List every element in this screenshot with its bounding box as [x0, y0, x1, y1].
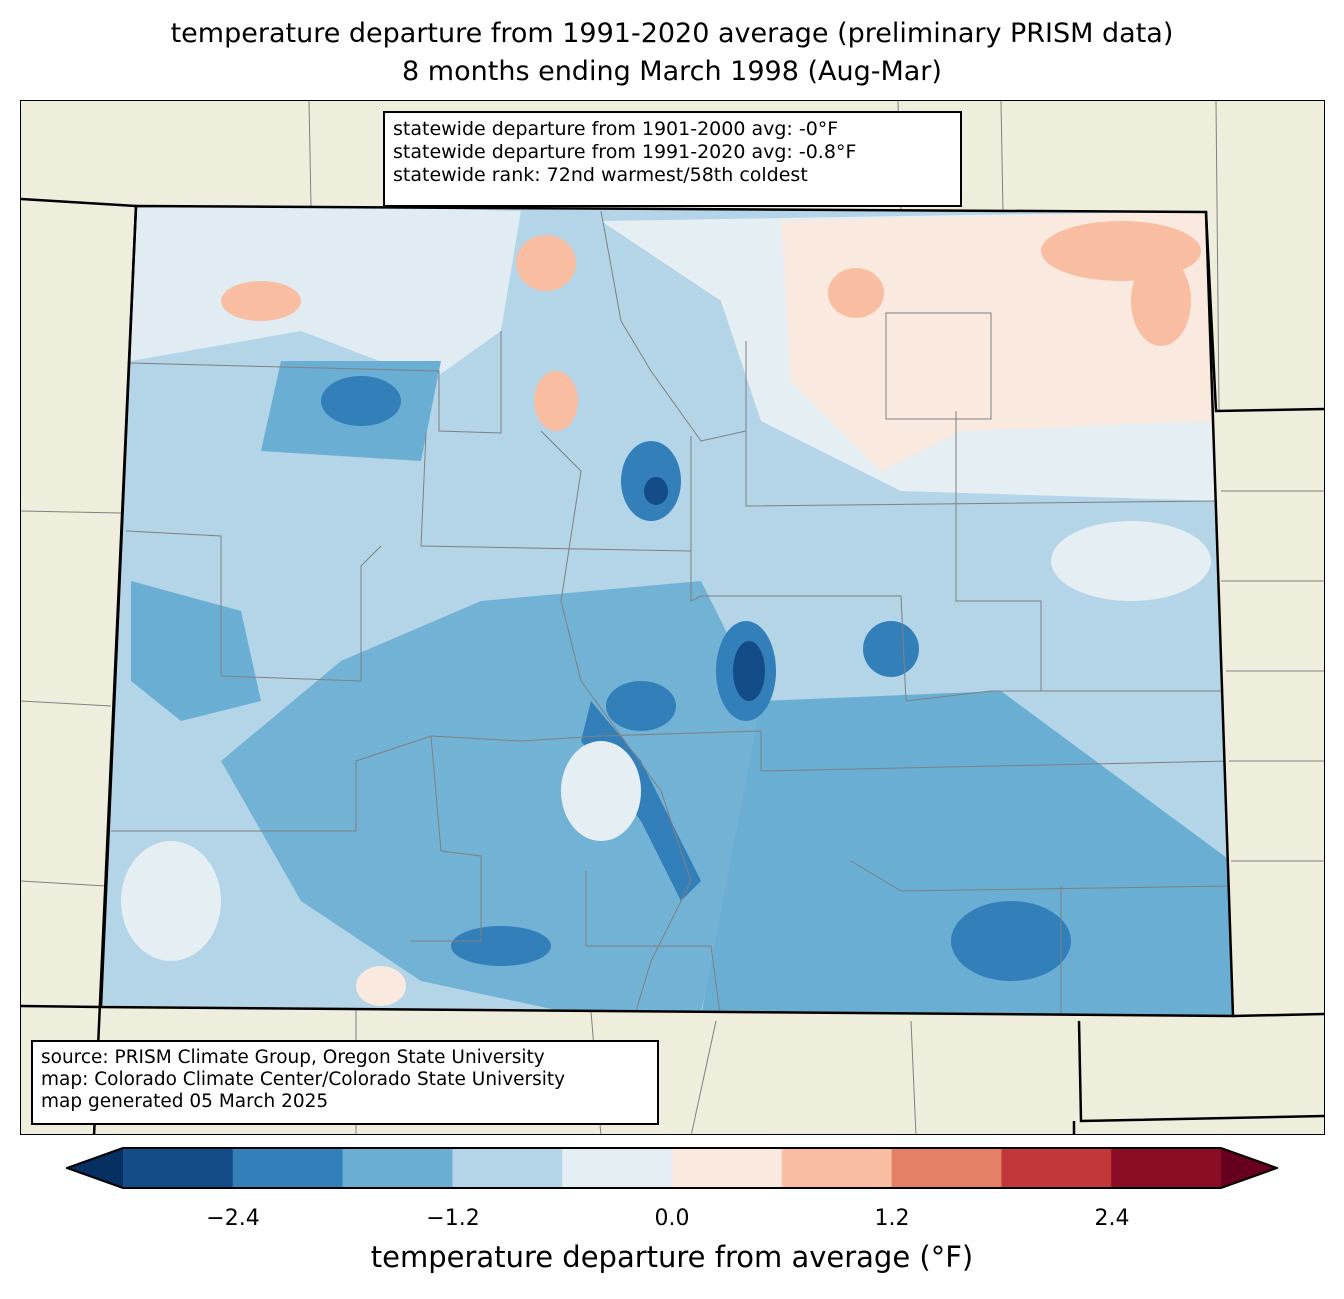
- colorbar-label: temperature departure from average (°F): [370, 1240, 974, 1274]
- colorbar-over-arrow: [1221, 1148, 1277, 1188]
- stats-rank: statewide rank: 72nd warmest/58th coldes…: [393, 164, 808, 186]
- temperature-field: [101, 206, 1233, 1016]
- colorbar-segment: [232, 1148, 344, 1188]
- colorbar-tick: −2.4: [206, 1206, 260, 1231]
- credit-map: map: Colorado Climate Center/Colorado St…: [41, 1069, 566, 1090]
- credit-generated: map generated 05 March 2025: [41, 1091, 329, 1112]
- stats-departure-1901-2000: statewide departure from 1901-2000 avg: …: [393, 118, 839, 140]
- stats-departure-1991-2020: statewide departure from 1991-2020 avg: …: [393, 141, 857, 163]
- colorbar-tick: −1.2: [426, 1206, 480, 1231]
- statewide-stats-box: statewide departure from 1901-2000 avg: …: [383, 111, 962, 207]
- colorado-map: [21, 101, 1324, 1134]
- colorbar-tick: 1.2: [874, 1206, 910, 1231]
- colorbar-segment: [1111, 1148, 1222, 1188]
- county-lines: [111, 210, 1232, 1016]
- colorbar-segment: [452, 1148, 563, 1188]
- colorbar-segment: [781, 1148, 893, 1188]
- colorbar-tick: 0.0: [654, 1206, 690, 1231]
- colorbar-segment: [123, 1148, 234, 1188]
- colorbar-segment: [342, 1148, 453, 1188]
- colorbar-segment: [891, 1148, 1002, 1188]
- credit-source: source: PRISM Climate Group, Oregon Stat…: [41, 1047, 545, 1068]
- colorbar-under-arrow: [67, 1148, 123, 1188]
- colorbar-segment: [1001, 1148, 1112, 1188]
- colorbar: [66, 1147, 1278, 1189]
- colorbar-segment: [672, 1148, 783, 1188]
- colorbar-segment: [562, 1148, 673, 1188]
- colorbar-tick: 2.4: [1094, 1206, 1130, 1231]
- colorbar-outline: [66, 1147, 1278, 1189]
- map-frame: [20, 100, 1325, 1135]
- credits-box: source: PRISM Climate Group, Oregon Stat…: [31, 1040, 659, 1125]
- map-title: temperature departure from 1991-2020 ave…: [170, 18, 1174, 49]
- map-subtitle: 8 months ending March 1998 (Aug-Mar): [402, 56, 942, 87]
- state-borders: [21, 197, 1324, 1134]
